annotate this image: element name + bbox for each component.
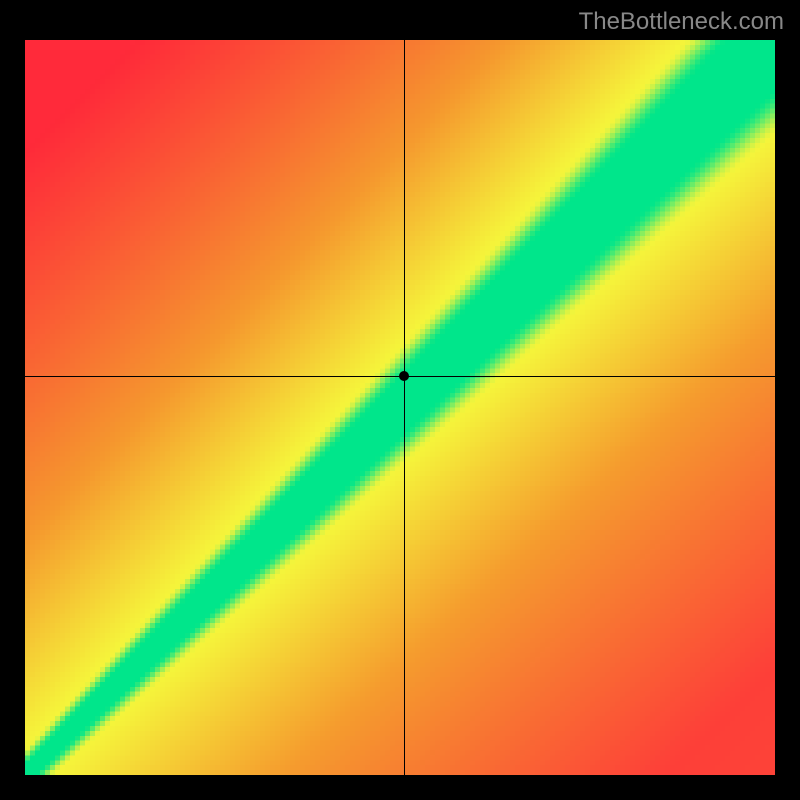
heatmap-canvas: [25, 40, 775, 775]
crosshair-vertical: [404, 40, 405, 775]
chart-container: TheBottleneck.com: [0, 0, 800, 800]
crosshair-marker: [399, 371, 409, 381]
heatmap-plot-area: [25, 40, 775, 775]
watermark-text: TheBottleneck.com: [579, 8, 784, 36]
